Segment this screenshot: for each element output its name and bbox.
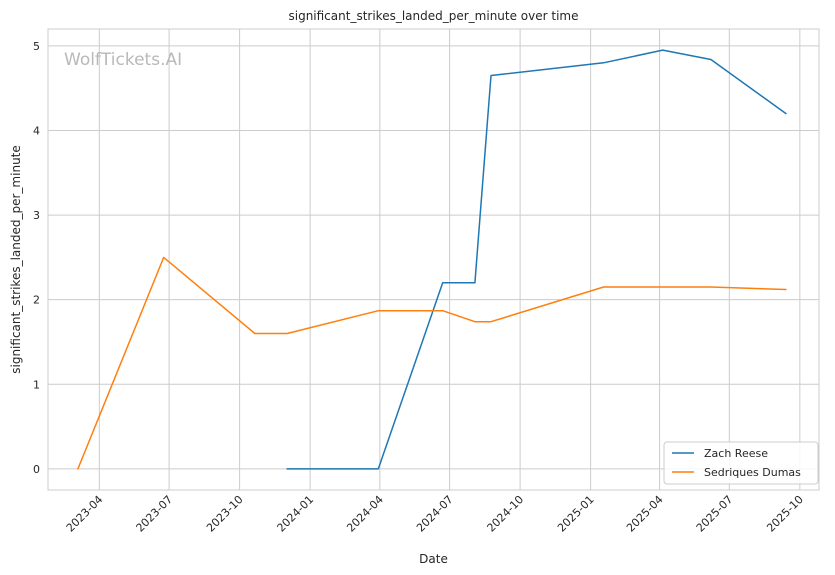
chart-title: significant_strikes_landed_per_minute ov… bbox=[288, 9, 578, 23]
y-tick-label: 1 bbox=[33, 378, 40, 391]
y-tick-label: 2 bbox=[33, 294, 40, 307]
watermark: WolfTickets.AI bbox=[64, 50, 182, 70]
x-axis-title: Date bbox=[419, 552, 448, 566]
legend: Zach Reese Sedriques Dumas bbox=[663, 441, 819, 485]
legend-label-1: Sedriques Dumas bbox=[704, 466, 801, 479]
series-line-1 bbox=[77, 256, 787, 470]
y-axis-title: significant_strikes_landed_per_minute bbox=[9, 145, 23, 374]
legend-box bbox=[663, 441, 819, 485]
y-tick-label: 5 bbox=[33, 40, 40, 53]
series-line-0 bbox=[286, 49, 787, 470]
series-lines bbox=[77, 49, 787, 470]
grid bbox=[48, 29, 819, 490]
legend-label-0: Zach Reese bbox=[704, 447, 768, 460]
y-tick-label: 0 bbox=[33, 463, 40, 476]
y-tick-label: 3 bbox=[33, 209, 40, 222]
plot-area-frame bbox=[47, 28, 820, 491]
y-tick-label: 4 bbox=[33, 125, 40, 138]
